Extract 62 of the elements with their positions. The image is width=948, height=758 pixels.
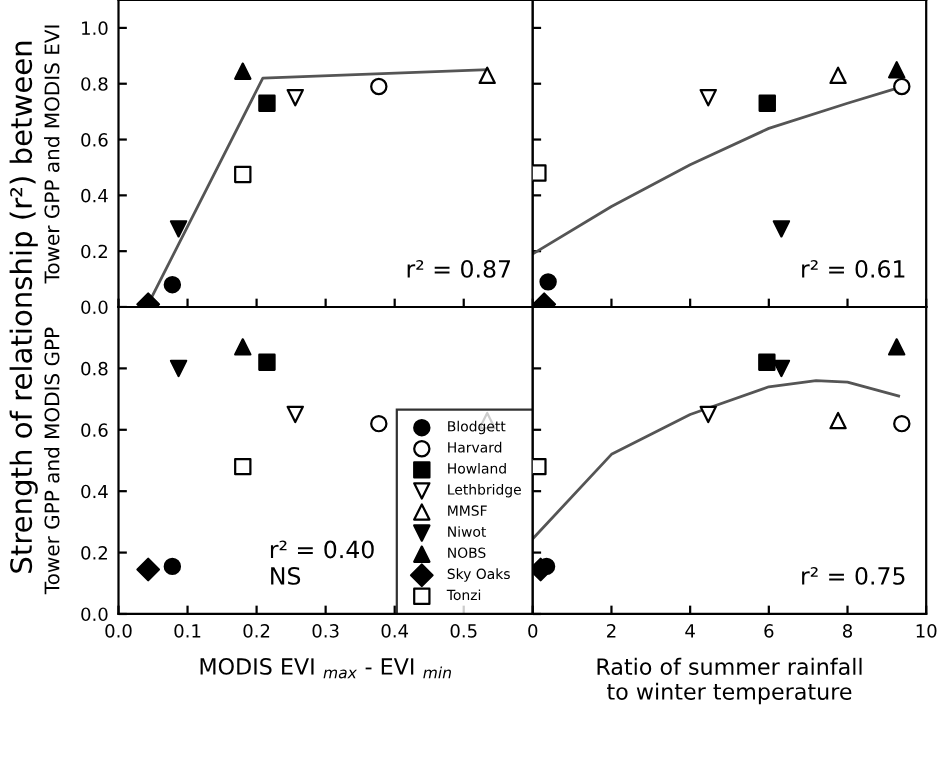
- y-tick-label: 1.0: [82, 21, 108, 36]
- y-tick-label: 0.2: [81, 546, 107, 560]
- point: [532, 457, 547, 476]
- x-axis-title: Ratio of summer rainfall to winter temperature: [597, 657, 862, 705]
- text: Strength of relationship (r²) between: [9, 41, 38, 573]
- point: [539, 273, 557, 291]
- point: [893, 77, 911, 96]
- y-tick-label: 0.8: [81, 361, 108, 376]
- annotation: r² = 0.40 NS: [270, 540, 374, 585]
- point: [699, 405, 717, 424]
- point: [758, 353, 776, 371]
- x-tick-label: 6: [764, 624, 774, 638]
- point: [258, 353, 276, 371]
- point: [136, 557, 161, 582]
- annotation: r² = 0.61: [802, 260, 905, 278]
- x-tick-label: 0.1: [174, 624, 201, 638]
- point: [370, 414, 388, 433]
- point: [758, 94, 776, 112]
- point: [829, 411, 847, 430]
- y-tick-label: 0.2: [81, 244, 107, 259]
- point: [163, 557, 182, 576]
- y-tick-label: 0.6: [81, 133, 108, 147]
- point: [169, 359, 188, 378]
- x-tick-label: 0: [528, 624, 538, 638]
- point: [234, 62, 252, 80]
- x-tick-label: 4: [685, 624, 695, 638]
- point: [258, 94, 276, 112]
- y-tick-label: 0.0: [81, 607, 108, 622]
- point: [532, 164, 547, 182]
- point: [887, 338, 906, 356]
- y-tick-label: 0.4: [81, 188, 108, 203]
- point: [893, 414, 911, 433]
- y-axis-title: Tower GPP and MODIS EVI: [44, 25, 60, 284]
- point: [234, 165, 252, 184]
- y-tick-label: 0.4: [81, 484, 108, 499]
- point: [829, 66, 847, 85]
- x-tick-label: 10: [916, 624, 937, 638]
- point: [887, 61, 906, 79]
- annotation: r² = 0.87: [407, 260, 511, 278]
- x-tick-label: 0.3: [312, 624, 339, 638]
- y-tick-label: 0.0: [81, 300, 108, 315]
- point: [234, 338, 252, 356]
- point: [169, 220, 188, 238]
- y-tick-label: 0.6: [81, 423, 108, 437]
- y-axis-title: Tower GPP and MODIS GPP: [44, 327, 60, 595]
- x-axis-title: MODIS EVI $_{max}$ - EVI $_{min}$: [200, 658, 451, 679]
- point: [772, 220, 791, 238]
- x-tick-label: 8: [842, 624, 853, 638]
- x-tick-label: 2: [607, 624, 616, 638]
- y-tick-label: 0.8: [81, 77, 108, 91]
- point: [286, 405, 304, 424]
- point: [699, 88, 717, 107]
- point: [163, 275, 182, 294]
- point: [286, 88, 304, 107]
- x-tick-label: 0.2: [243, 624, 270, 638]
- x-tick-label: 0.0: [105, 624, 132, 638]
- point: [370, 77, 388, 96]
- point: [234, 457, 252, 476]
- x-tick-label: 0.5: [450, 624, 477, 638]
- x-tick-label: 0.4: [381, 624, 409, 638]
- point: [478, 66, 496, 85]
- annotation: r² = 0.75: [802, 566, 905, 585]
